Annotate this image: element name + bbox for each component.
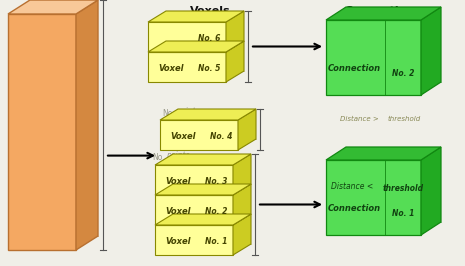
Bar — [8, 14, 76, 250]
Polygon shape — [226, 41, 244, 82]
Polygon shape — [148, 11, 244, 22]
Text: No. 4: No. 4 — [210, 132, 232, 141]
Polygon shape — [8, 0, 98, 14]
Bar — [160, 120, 238, 150]
Bar — [326, 20, 421, 95]
Text: threshold: threshold — [388, 116, 421, 122]
Text: Cell: Cell — [41, 6, 65, 16]
Bar — [155, 195, 233, 225]
Text: points: points — [166, 152, 190, 160]
Text: No. 2: No. 2 — [392, 69, 414, 78]
Text: No. 6: No. 6 — [198, 34, 220, 43]
Bar — [155, 225, 233, 255]
Polygon shape — [155, 154, 251, 165]
Polygon shape — [233, 184, 251, 225]
Polygon shape — [226, 11, 244, 52]
Polygon shape — [155, 184, 251, 195]
Text: No. 1: No. 1 — [392, 210, 414, 218]
Text: Voxel: Voxel — [166, 207, 191, 216]
Polygon shape — [233, 214, 251, 255]
Text: Voxel: Voxel — [171, 132, 196, 141]
Text: Connections: Connections — [344, 6, 421, 16]
Polygon shape — [421, 147, 441, 235]
Bar — [148, 52, 226, 82]
Text: Distance <: Distance < — [332, 182, 374, 191]
Text: No. 1: No. 1 — [205, 237, 227, 246]
Text: Voxels: Voxels — [190, 6, 230, 16]
Polygon shape — [238, 109, 256, 150]
Polygon shape — [326, 147, 441, 160]
Text: Voxel: Voxel — [166, 237, 191, 246]
Polygon shape — [155, 214, 251, 225]
Polygon shape — [421, 7, 441, 95]
Text: Voxel: Voxel — [159, 64, 184, 73]
Text: Voxel: Voxel — [166, 177, 191, 186]
Text: Connection: Connection — [328, 204, 381, 213]
Text: No: No — [162, 109, 173, 118]
Text: threshold: threshold — [382, 184, 424, 193]
Text: No. 3: No. 3 — [205, 177, 227, 186]
Bar — [326, 160, 421, 235]
Text: points: points — [176, 106, 199, 115]
Polygon shape — [148, 41, 244, 52]
Polygon shape — [160, 109, 256, 120]
Text: No: No — [152, 153, 162, 163]
Bar — [155, 165, 233, 195]
Text: No. 2: No. 2 — [205, 207, 227, 216]
Polygon shape — [76, 0, 98, 250]
Text: Connection: Connection — [328, 64, 381, 73]
Polygon shape — [233, 154, 251, 195]
Text: No. 5: No. 5 — [198, 64, 220, 73]
Polygon shape — [326, 7, 441, 20]
Text: Distance >: Distance > — [340, 116, 379, 122]
Bar — [148, 22, 226, 52]
